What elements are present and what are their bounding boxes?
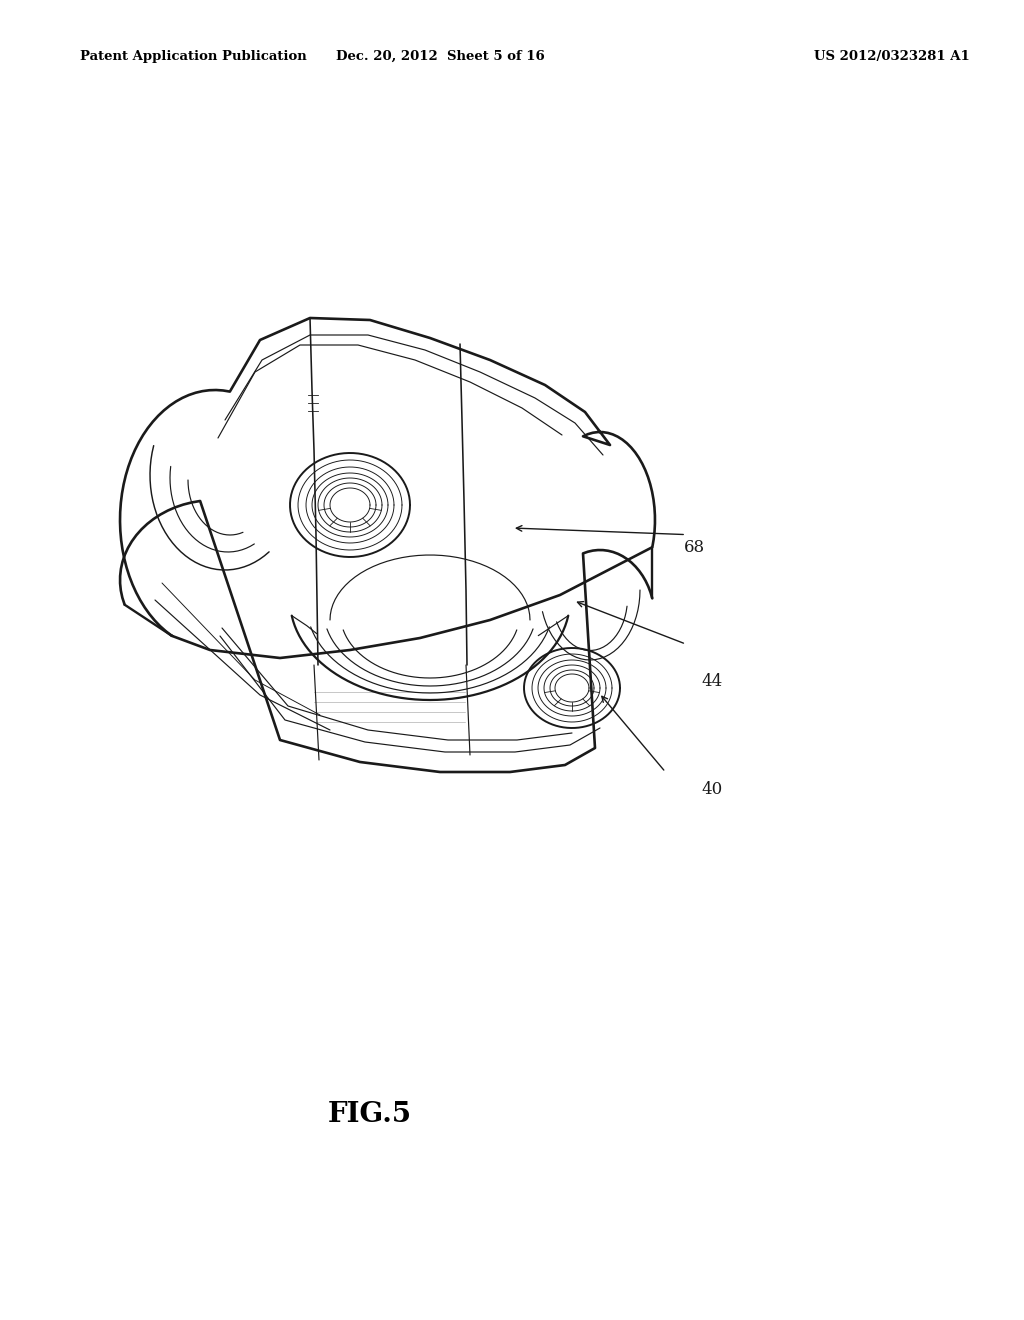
Text: 44: 44 xyxy=(701,673,723,689)
Text: FIG.5: FIG.5 xyxy=(328,1101,412,1129)
Text: 68: 68 xyxy=(684,540,706,556)
Text: 40: 40 xyxy=(701,781,723,797)
Text: Patent Application Publication: Patent Application Publication xyxy=(80,50,307,63)
Text: Dec. 20, 2012  Sheet 5 of 16: Dec. 20, 2012 Sheet 5 of 16 xyxy=(336,50,545,63)
Text: US 2012/0323281 A1: US 2012/0323281 A1 xyxy=(814,50,970,63)
